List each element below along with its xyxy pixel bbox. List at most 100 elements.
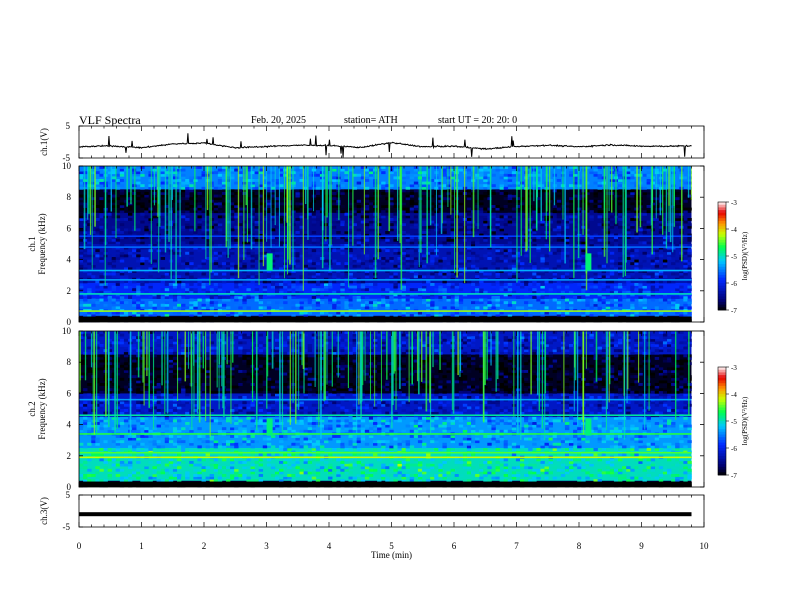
spectrogram-cell: [364, 306, 370, 310]
spectrogram-cell: [201, 233, 206, 237]
spectrogram-cell: [397, 251, 402, 255]
spectrogram-cell: [201, 285, 206, 289]
spectrogram-cell: [168, 468, 174, 472]
spectrogram-cell: [560, 296, 566, 299]
spectrogram-cell: [107, 254, 112, 258]
spectrogram-cell: [438, 228, 443, 232]
spectrogram-cell: [307, 306, 313, 310]
spectrogram-cell: [356, 210, 362, 214]
spectrogram-cell: [332, 197, 337, 201]
spectrogram-cell: [589, 306, 594, 310]
y-tick-label: 8: [67, 192, 72, 202]
spectrogram-cell: [593, 192, 598, 195]
spectrogram-cell: [377, 184, 382, 188]
spectrogram-cell: [507, 479, 513, 483]
spectrogram-cell: [99, 231, 104, 234]
spectrogram-cell: [446, 184, 451, 188]
spectrogram-cell: [283, 194, 288, 198]
spectrogram-cell: [683, 262, 688, 266]
spectrogram-cell: [683, 259, 688, 263]
spectrogram-cell: [605, 301, 611, 305]
spectrogram-cell: [132, 254, 137, 258]
spectrogram-cell: [307, 267, 313, 271]
spectrogram-cell: [675, 303, 680, 307]
spectrogram-cell: [581, 246, 586, 250]
spectrogram-cell: [434, 466, 439, 470]
spectrogram-cell: [234, 199, 239, 203]
spectrogram-cell: [221, 194, 227, 198]
spectrogram-cell: [507, 215, 513, 219]
spectrogram-cell: [115, 468, 121, 472]
spectrogram-cell: [87, 463, 92, 467]
spectrogram-cell: [409, 249, 415, 253]
spectrogram-cell: [507, 199, 513, 203]
spectrogram-cell: [548, 290, 553, 294]
spectrogram-cell: [152, 476, 157, 480]
spectrogram-cell: [577, 233, 582, 237]
spectrogram-cell: [95, 181, 100, 185]
spectrogram-cell: [662, 168, 668, 172]
spectrogram-cell: [556, 166, 562, 169]
spectrogram-cell: [679, 272, 684, 276]
spectrogram-cell: [205, 476, 210, 480]
spectrogram-cell: [254, 228, 259, 232]
spectrogram-cell: [581, 238, 586, 242]
spectrogram-cell: [630, 314, 635, 318]
spectrogram-cell: [605, 314, 611, 318]
spectrogram-cell: [205, 257, 210, 260]
spectrogram-cell: [479, 186, 484, 190]
spectrogram-cell: [479, 202, 484, 206]
spectrogram-cell: [344, 463, 349, 467]
spectrogram-cell: [499, 270, 504, 273]
spectrogram-cell: [152, 270, 157, 273]
spectrogram-cell: [556, 468, 562, 472]
spectrogram-cell: [148, 210, 153, 214]
spectrogram-cell: [589, 168, 594, 172]
spectrogram-cell: [275, 476, 280, 480]
sferic-streak: [540, 166, 542, 222]
spectrogram-cell: [144, 171, 149, 175]
spectrogram-cell: [544, 476, 549, 480]
spectrogram-cell: [605, 298, 611, 302]
spectrogram-cell: [242, 228, 247, 232]
spectrogram-cell: [99, 220, 104, 224]
spectrogram-cell: [430, 249, 435, 253]
spectrogram-cell: [275, 225, 280, 229]
spectrogram-cell: [556, 199, 562, 203]
spectrogram-cell: [646, 194, 651, 198]
spectrogram-cell: [401, 270, 406, 273]
spectrogram-cell: [532, 296, 537, 299]
spectrogram-cell: [597, 468, 602, 472]
spectrogram-cell: [275, 202, 280, 206]
spectrogram-cell: [234, 212, 239, 216]
spectrogram-cell: [95, 189, 100, 193]
spectrogram-cell: [434, 262, 439, 266]
spectrogram-cell: [597, 176, 602, 180]
spectrogram-cell: [609, 314, 615, 318]
spectrogram-cell: [446, 166, 451, 169]
spectrogram-cell: [430, 194, 435, 198]
spectrogram-cell: [230, 249, 235, 253]
sferic-streak: [377, 166, 380, 260]
spectrogram-cell: [172, 192, 178, 195]
spectrogram-cell: [536, 275, 541, 279]
spectrogram-cell: [564, 471, 570, 475]
spectrogram-cell: [532, 186, 537, 190]
spectrogram-cell: [556, 290, 562, 294]
spectrogram-cell: [630, 288, 635, 292]
spectrogram-cell: [209, 479, 215, 483]
spectrogram-cell: [103, 471, 108, 475]
spectrogram-cell: [111, 298, 117, 302]
spectrogram-cell: [332, 270, 337, 273]
sferic-streak: [338, 166, 340, 221]
spectrogram-cell: [136, 192, 141, 195]
spectrogram-cell: [79, 246, 84, 250]
spectrogram-cell: [417, 314, 423, 318]
sferic-streak: [325, 166, 327, 242]
spectrogram-cell: [258, 218, 264, 221]
spectrogram-cell: [144, 262, 149, 266]
spectrogram-cell: [189, 228, 194, 232]
spectrogram-cell: [283, 223, 288, 227]
spectrogram-cell: [136, 303, 141, 307]
spectrogram-cell: [299, 254, 304, 258]
